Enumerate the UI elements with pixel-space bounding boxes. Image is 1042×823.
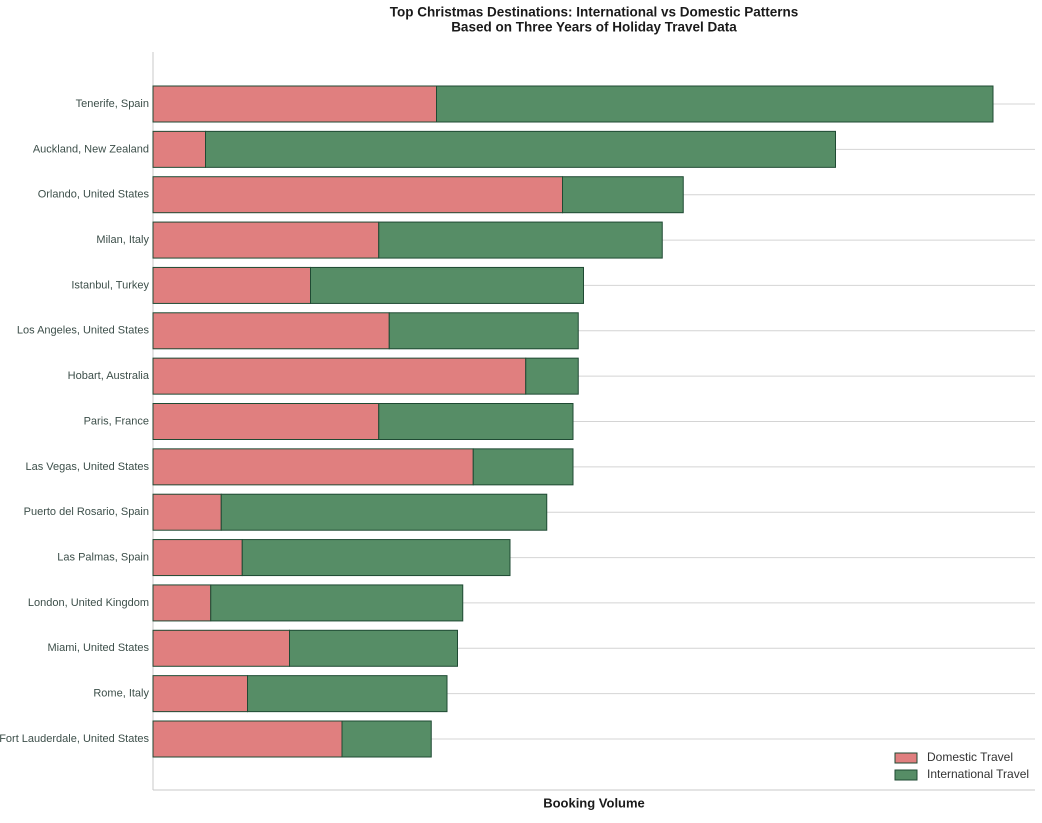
y-tick-label: Istanbul, Turkey	[71, 279, 149, 291]
legend-label: International Travel	[927, 767, 1029, 781]
bar	[152, 493, 222, 531]
bar	[152, 221, 380, 259]
bar	[525, 357, 579, 395]
bar	[152, 176, 563, 214]
bar	[388, 312, 579, 350]
y-tick-label: Tenerife, Spain	[76, 98, 149, 110]
bar	[289, 629, 458, 667]
y-tick-label: Puerto del Rosario, Spain	[24, 506, 149, 518]
y-tick-label: Auckland, New Zealand	[33, 143, 149, 155]
bar	[152, 403, 380, 440]
bar	[152, 720, 343, 758]
y-tick-label: Las Vegas, United States	[25, 461, 149, 473]
y-tick-label: Los Angeles, United States	[17, 325, 150, 337]
bar	[210, 584, 464, 622]
bar	[378, 221, 663, 259]
bar	[152, 312, 390, 350]
bar	[247, 675, 448, 713]
bar	[152, 85, 437, 123]
x-axis-label: Booking Volume	[543, 795, 645, 810]
bar	[436, 85, 994, 123]
bar	[152, 539, 243, 577]
bar	[152, 130, 206, 168]
chart-title: Top Christmas Destinations: Internationa…	[390, 5, 799, 20]
bar	[472, 448, 574, 486]
y-tick-label: Hobart, Australia	[68, 370, 150, 382]
legend-swatch	[894, 769, 918, 781]
bar	[310, 266, 584, 304]
bar	[562, 176, 684, 214]
y-tick-label: Fort Lauderdale, United States	[0, 733, 149, 745]
y-tick-label: Milan, Italy	[96, 234, 149, 246]
bar	[220, 493, 548, 531]
bar	[341, 720, 432, 758]
y-tick-label: Las Palmas, Spain	[57, 551, 149, 563]
bar	[205, 130, 836, 168]
bar	[378, 403, 574, 440]
legend-swatch	[894, 752, 918, 764]
y-tick-label: Orlando, United States	[38, 189, 150, 201]
bar	[152, 629, 290, 667]
bar	[152, 675, 248, 713]
y-tick-label: London, United Kingdom	[28, 597, 149, 609]
legend-label: Domestic Travel	[927, 750, 1013, 764]
y-tick-label: Paris, France	[84, 415, 149, 427]
y-tick-label: Miami, United States	[48, 642, 150, 654]
bar	[152, 357, 527, 395]
bar	[241, 539, 511, 577]
bar	[152, 584, 212, 622]
bar	[152, 448, 474, 486]
bar	[152, 266, 311, 304]
chart-subtitle: Based on Three Years of Holiday Travel D…	[451, 20, 737, 35]
y-tick-label: Rome, Italy	[93, 688, 149, 700]
